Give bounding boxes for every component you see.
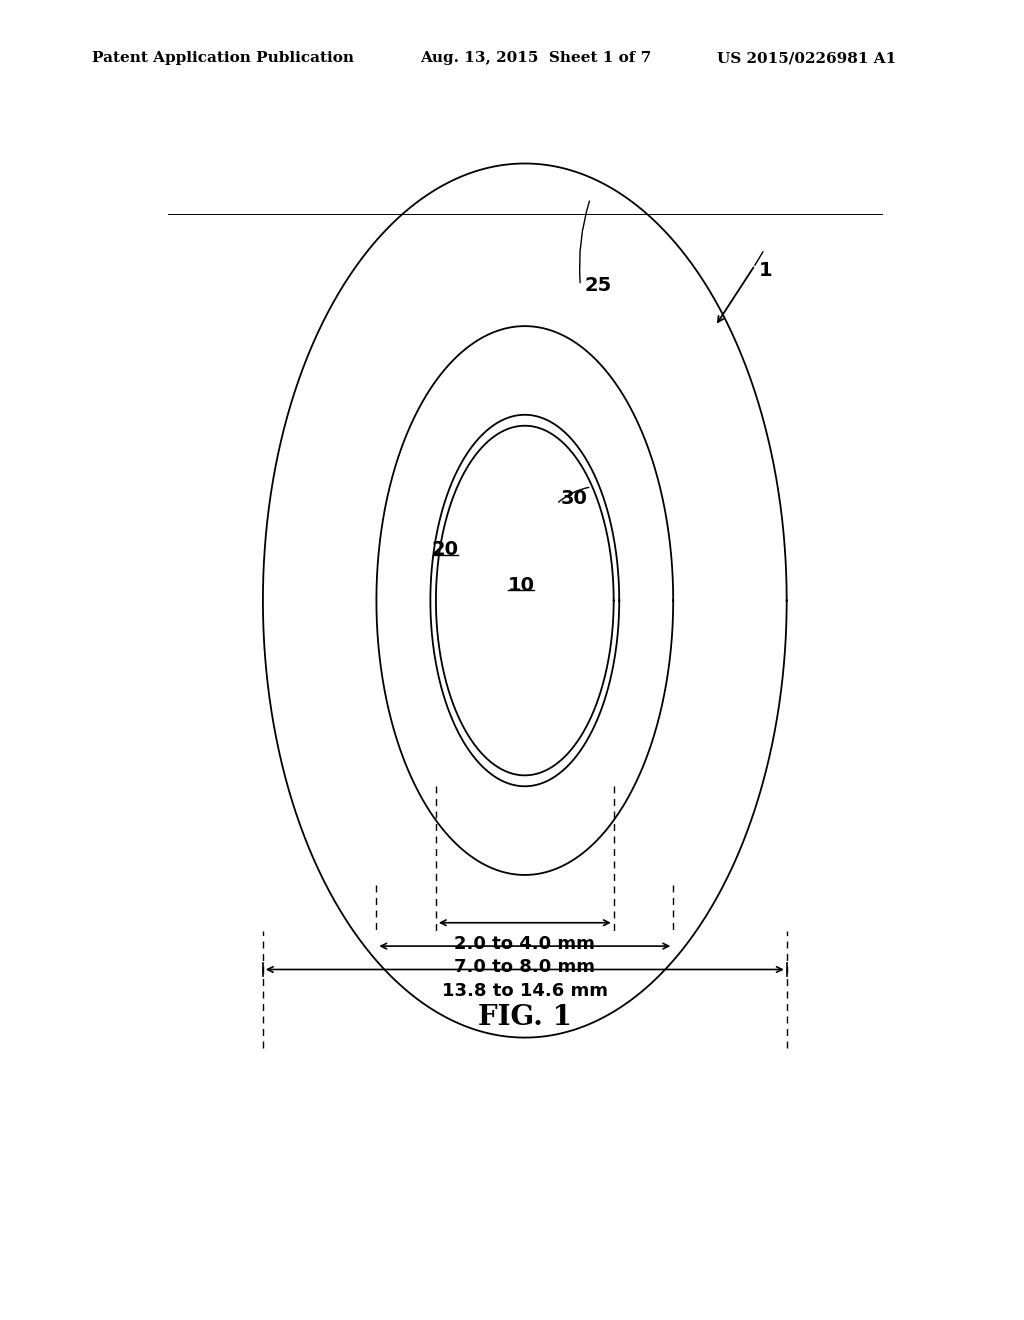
Text: 13.8 to 14.6 mm: 13.8 to 14.6 mm <box>441 982 608 999</box>
Text: 20: 20 <box>432 540 459 560</box>
Text: 7.0 to 8.0 mm: 7.0 to 8.0 mm <box>455 958 595 977</box>
Text: Aug. 13, 2015  Sheet 1 of 7: Aug. 13, 2015 Sheet 1 of 7 <box>420 51 651 66</box>
Text: FIG. 1: FIG. 1 <box>478 1003 571 1031</box>
Text: Patent Application Publication: Patent Application Publication <box>92 51 354 66</box>
Text: 25: 25 <box>585 276 611 294</box>
Text: US 2015/0226981 A1: US 2015/0226981 A1 <box>717 51 896 66</box>
Text: 2.0 to 4.0 mm: 2.0 to 4.0 mm <box>455 935 595 953</box>
Text: 10: 10 <box>507 576 535 595</box>
Text: 1: 1 <box>759 261 772 280</box>
Text: 30: 30 <box>560 490 588 508</box>
